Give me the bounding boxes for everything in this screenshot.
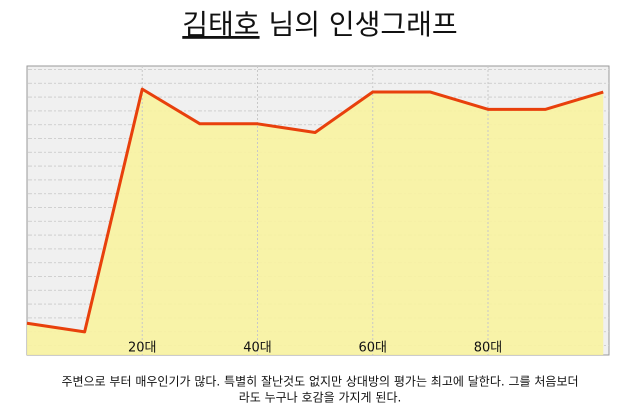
caption: 주변으로 부터 매우인기가 많다. 특별히 잘난것도 없지만 상대방의 평가는 …	[61, 375, 578, 389]
caption: 라도 누구나 호감을 가지게 된다.	[239, 391, 402, 405]
title-rest: 님의 인생그래프	[268, 8, 457, 41]
title-name: 김태호	[182, 8, 259, 41]
x-tick-label: 40대	[243, 341, 272, 356]
x-tick-label: 60대	[358, 341, 387, 356]
x-tick-label: 80대	[474, 341, 503, 356]
area-fill	[27, 89, 604, 356]
chart-title: 김태호 님의 인생그래프	[182, 8, 457, 41]
line	[26, 87, 604, 334]
x-tick-label: 20대	[128, 341, 157, 356]
